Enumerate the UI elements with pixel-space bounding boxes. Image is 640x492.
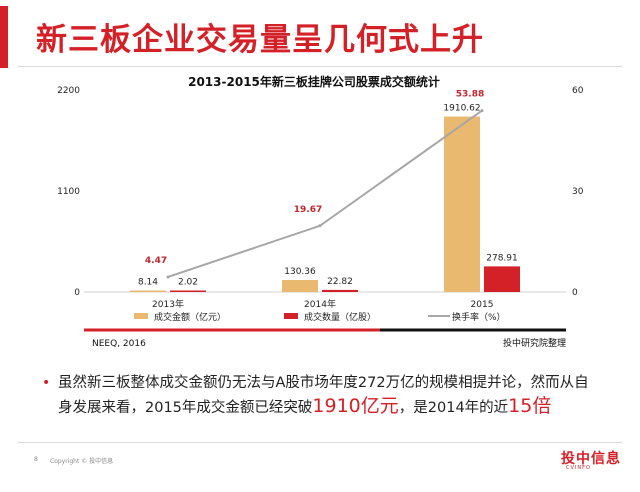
- y-right-tick-label: 60: [572, 86, 584, 96]
- bar-volume: [170, 290, 206, 292]
- bar-volume: [484, 266, 520, 292]
- bullet-text-2: ，是2014年的近: [398, 400, 509, 416]
- x-tick-label: 2013年: [152, 298, 184, 310]
- bar-data-label: 22.82: [327, 277, 353, 287]
- line-data-label: 4.47: [145, 256, 167, 266]
- bullet-text-1: 虽然新三板整体成交金额仍无法与A股市场年度272万亿的规模相提并论，然而从自身发…: [58, 375, 589, 416]
- bullet-paragraph: • 虽然新三板整体成交金额仍无法与A股市场年度272万亿的规模相提并论，然而从自…: [42, 372, 598, 420]
- legend-label: 成交数量（亿股）: [304, 311, 376, 323]
- source-right: 投中研究院整理: [503, 337, 566, 349]
- line-data-label: 53.88: [456, 90, 484, 100]
- title-divider: [18, 66, 622, 67]
- bar-amount: [444, 116, 480, 292]
- logo: 投中信息: [561, 451, 621, 467]
- line-point: [318, 224, 322, 228]
- page-title: 新三板企业交易量呈几何式上升: [36, 22, 484, 58]
- bar-data-label: 8.14: [138, 278, 158, 288]
- bullet-highlight-multiple: 15倍: [508, 395, 552, 417]
- title-accent-bar: [0, 6, 8, 68]
- x-tick-label: 2014年: [304, 298, 336, 310]
- chart-title: 2013-2015年新三板挂牌公司股票成交额统计: [188, 74, 440, 89]
- legend-swatch: [134, 313, 148, 319]
- copyright-text: Copyright © 投中信息: [50, 458, 114, 465]
- legend-label: 换手率（%）: [452, 311, 506, 323]
- bar-volume: [322, 289, 358, 292]
- y-left-tick-label: 2200: [57, 86, 80, 96]
- page-number: 8: [34, 456, 38, 463]
- bottom-divider: [18, 442, 622, 443]
- bullet-dot-icon: •: [42, 375, 51, 391]
- y-left-tick-label: 1100: [57, 187, 80, 197]
- y-right-tick-label: 0: [572, 288, 578, 298]
- chart: 2013-2015年新三板挂牌公司股票成交额统计 0 1100 2200 0 30 60…: [57, 74, 584, 349]
- bar-data-label: 130.36: [284, 267, 316, 277]
- bar-amount: [130, 290, 166, 292]
- line-point: [480, 109, 484, 113]
- bar-data-label: 278.91: [486, 253, 518, 263]
- logo-subtext: CVINFO: [566, 465, 591, 471]
- line-turnover: [167, 109, 483, 278]
- bar-amount: [282, 280, 318, 292]
- bar-data-label: 1910.62: [443, 104, 480, 114]
- bullet-highlight-amount: 1910亿元: [312, 395, 399, 417]
- source-left: NEEQ, 2016: [92, 339, 146, 349]
- bar-data-label: 2.02: [178, 278, 198, 288]
- legend-swatch: [284, 313, 298, 319]
- line-data-label: 19.67: [294, 205, 322, 215]
- legend-label: 成交金额（亿元）: [154, 311, 226, 323]
- y-right-tick-label: 30: [572, 187, 584, 197]
- x-tick-label: 2015: [471, 300, 494, 310]
- line-point: [166, 275, 170, 279]
- y-left-tick-label: 0: [74, 288, 80, 298]
